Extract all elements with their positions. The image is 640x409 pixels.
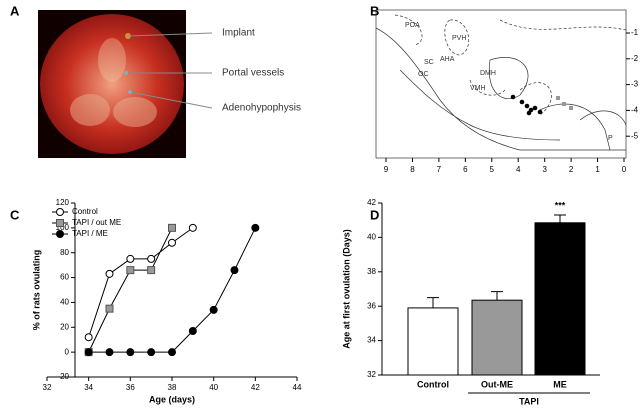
marker bbox=[168, 223, 176, 232]
implant-sites bbox=[510, 94, 573, 116]
y-tick-label: -5 bbox=[631, 131, 639, 140]
atlas-label: SC bbox=[424, 59, 434, 66]
marker bbox=[230, 266, 239, 275]
legend-marker bbox=[56, 219, 64, 227]
legend-marker bbox=[56, 230, 64, 238]
y-tick-label: 80 bbox=[60, 248, 69, 257]
x-tick-label: 36 bbox=[126, 383, 135, 392]
marker bbox=[105, 348, 114, 357]
x-tick-label: Control bbox=[417, 379, 449, 389]
marker bbox=[126, 266, 135, 275]
bar bbox=[471, 299, 523, 376]
x-tick-label: 32 bbox=[43, 383, 52, 392]
marker bbox=[209, 305, 218, 314]
y-tick-label: 40 bbox=[60, 298, 69, 307]
photo-label: Implant bbox=[222, 28, 255, 39]
x-axis-label: Age (days) bbox=[149, 394, 195, 404]
series-line bbox=[88, 227, 194, 338]
y-tick-label: 0 bbox=[65, 347, 70, 356]
group-label: TAPI bbox=[519, 396, 539, 406]
y-tick-label: 36 bbox=[367, 301, 376, 310]
photo-label: Portal vessels bbox=[222, 68, 284, 79]
marker bbox=[84, 348, 93, 357]
marker bbox=[147, 266, 156, 275]
x-tick-label: 6 bbox=[463, 165, 468, 174]
y-tick-label: -4 bbox=[631, 106, 639, 115]
legend-label: Control bbox=[72, 207, 98, 216]
marker bbox=[105, 269, 114, 278]
marker bbox=[84, 333, 93, 342]
y-tick-label: 32 bbox=[367, 370, 376, 379]
marker bbox=[126, 348, 135, 357]
y-tick-label: 120 bbox=[56, 198, 70, 207]
photo-label: Adenohypophysis bbox=[222, 103, 301, 114]
y-tick-label: 34 bbox=[367, 336, 376, 345]
x-tick-label: 4 bbox=[516, 165, 521, 174]
atlas-label: AHA bbox=[440, 56, 455, 63]
annotation: *** bbox=[555, 200, 566, 210]
photo bbox=[38, 10, 213, 158]
x-tick-label: 34 bbox=[84, 383, 93, 392]
marker bbox=[126, 254, 135, 263]
x-tick-label: 40 bbox=[209, 383, 218, 392]
panel-letter: C bbox=[10, 207, 20, 222]
x-tick-label: 0 bbox=[622, 165, 627, 174]
marker bbox=[168, 238, 176, 247]
atlas-drawing bbox=[375, 9, 627, 159]
x-tick-label: 1 bbox=[595, 165, 600, 174]
error-bar bbox=[427, 297, 439, 308]
y-tick-label: -20 bbox=[57, 372, 69, 381]
y-tick-label: 40 bbox=[367, 233, 376, 242]
y-tick-label: 20 bbox=[60, 322, 69, 331]
x-tick-label: 7 bbox=[437, 165, 442, 174]
x-tick-label: 8 bbox=[410, 165, 415, 174]
y-axis-label: % of rats ovulating bbox=[31, 250, 41, 331]
marker bbox=[251, 223, 260, 232]
marker bbox=[188, 327, 197, 336]
y-tick-label: 42 bbox=[367, 198, 376, 207]
atlas-label: OC bbox=[418, 71, 429, 78]
atlas-label: VMH bbox=[470, 85, 486, 92]
legend-marker bbox=[56, 208, 64, 216]
marker bbox=[105, 304, 114, 313]
bar bbox=[407, 307, 459, 376]
y-tick-label: -1 bbox=[631, 28, 639, 37]
y-tick-label: 38 bbox=[367, 267, 376, 276]
error-bar bbox=[554, 214, 566, 223]
x-tick-label: 3 bbox=[542, 165, 547, 174]
y-tick-label: -3 bbox=[631, 80, 639, 89]
x-tick-label: 5 bbox=[490, 165, 495, 174]
atlas-label: P bbox=[608, 135, 613, 142]
x-tick-label: 42 bbox=[251, 383, 260, 392]
atlas-label: PVH bbox=[452, 35, 466, 42]
y-tick-label: 100 bbox=[56, 223, 70, 232]
y-tick-label: 60 bbox=[60, 273, 69, 282]
marker bbox=[147, 254, 156, 263]
series-line bbox=[88, 227, 173, 353]
x-tick-label: 2 bbox=[569, 165, 574, 174]
x-tick-label: 9 bbox=[384, 165, 389, 174]
y-tick-label: -2 bbox=[631, 54, 639, 63]
panel-letter: B bbox=[370, 3, 379, 18]
bar bbox=[534, 222, 586, 376]
marker bbox=[168, 348, 176, 357]
x-tick-label: ME bbox=[553, 379, 567, 389]
panel-letter: A bbox=[10, 3, 20, 18]
error-bar bbox=[491, 291, 503, 301]
x-tick-label: 38 bbox=[168, 383, 177, 392]
legend-label: TAPI / ME bbox=[72, 229, 108, 238]
marker bbox=[188, 223, 197, 232]
atlas-label: DMH bbox=[480, 70, 496, 77]
marker bbox=[147, 348, 156, 357]
panel-letter: D bbox=[370, 207, 379, 222]
x-tick-label: 44 bbox=[293, 383, 302, 392]
y-axis-label: Age at first ovulation (Days) bbox=[341, 229, 351, 349]
x-tick-label: Out-ME bbox=[481, 379, 513, 389]
atlas-label: POA bbox=[405, 22, 420, 29]
legend-label: TAPI / out ME bbox=[72, 218, 121, 227]
